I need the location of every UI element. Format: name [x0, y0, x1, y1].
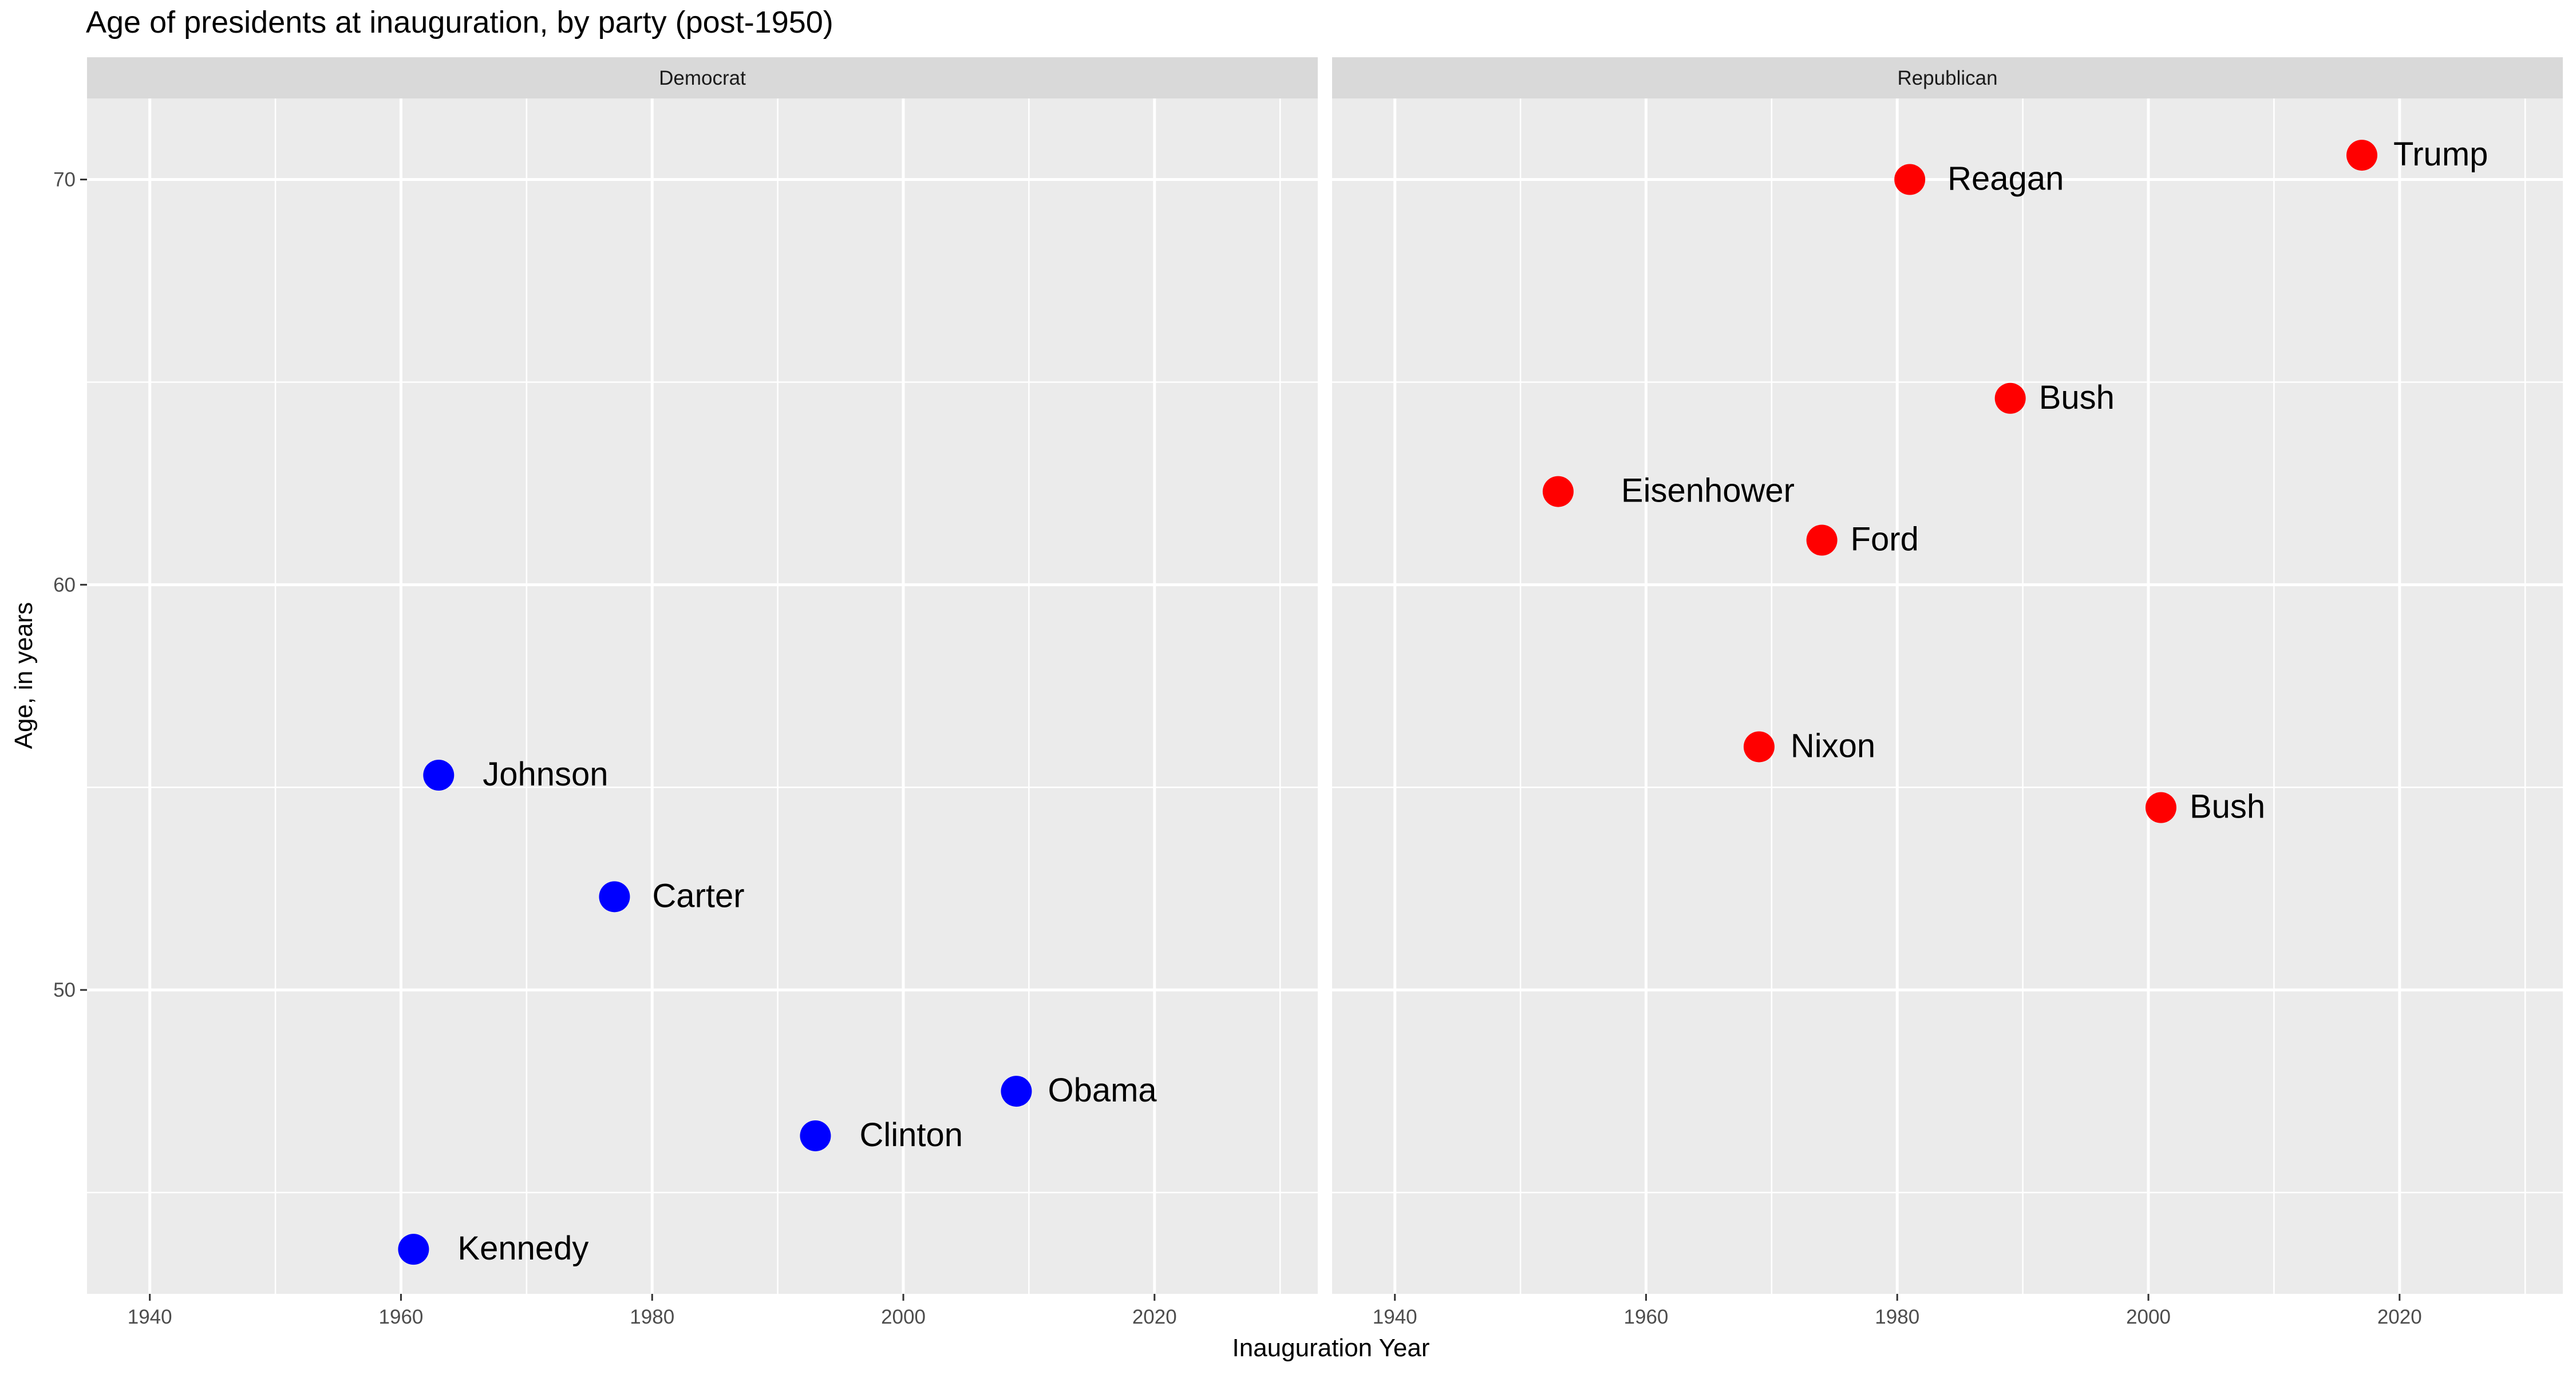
- x-tick-label: 1980: [1875, 1306, 1919, 1328]
- y-tick-label: 70: [53, 169, 76, 191]
- chart-title: Age of presidents at inauguration, by pa…: [86, 5, 833, 40]
- data-point: [599, 881, 630, 913]
- data-point: [423, 760, 455, 791]
- data-point-label: Eisenhower: [1621, 472, 1795, 510]
- x-tick-label: 2020: [2377, 1306, 2422, 1328]
- data-point-label: Ford: [1851, 520, 1919, 558]
- data-point-label: Bush: [2039, 379, 2115, 416]
- x-axis-title: Inauguration Year: [1232, 1334, 1430, 1362]
- x-tick-label: 2000: [2126, 1306, 2171, 1328]
- x-tick-label: 1960: [379, 1306, 424, 1328]
- data-point-label: Clinton: [859, 1116, 963, 1154]
- data-point-label: Carter: [652, 877, 744, 914]
- data-point: [1894, 164, 1926, 195]
- facet-strip: [1332, 57, 2563, 98]
- data-point: [1743, 731, 1775, 763]
- x-tick-label: 2020: [1132, 1306, 1177, 1328]
- facet-strip: [87, 57, 1318, 98]
- data-point: [800, 1120, 831, 1151]
- data-point: [1806, 524, 1838, 556]
- data-point-label: Bush: [2190, 788, 2265, 826]
- data-point: [1994, 382, 2026, 414]
- x-tick-label: 1980: [630, 1306, 674, 1328]
- x-tick-label: 1940: [128, 1306, 172, 1328]
- data-point-label: Reagan: [1947, 160, 2064, 198]
- data-point-label: Kennedy: [457, 1230, 588, 1267]
- data-point: [398, 1234, 429, 1265]
- y-tick-label: 50: [53, 979, 76, 1001]
- x-tick-label: 1940: [1373, 1306, 1417, 1328]
- data-point-label: Nixon: [1791, 727, 1875, 764]
- data-point: [2145, 792, 2176, 823]
- data-point-label: Johnson: [483, 756, 608, 793]
- data-point: [1001, 1076, 1032, 1107]
- data-point-label: Trump: [2393, 136, 2488, 173]
- panel-background: [87, 98, 1318, 1294]
- facet-strip-label: Republican: [1897, 67, 1997, 89]
- data-point-label: Obama: [1048, 1072, 1157, 1109]
- x-tick-label: 2000: [881, 1306, 926, 1328]
- data-point: [2346, 140, 2377, 171]
- data-point: [1542, 476, 1574, 507]
- y-tick-label: 60: [53, 574, 76, 596]
- facet-strip-label: Democrat: [659, 67, 746, 89]
- x-tick-label: 1960: [1624, 1306, 1669, 1328]
- panel-background: [1332, 98, 2563, 1294]
